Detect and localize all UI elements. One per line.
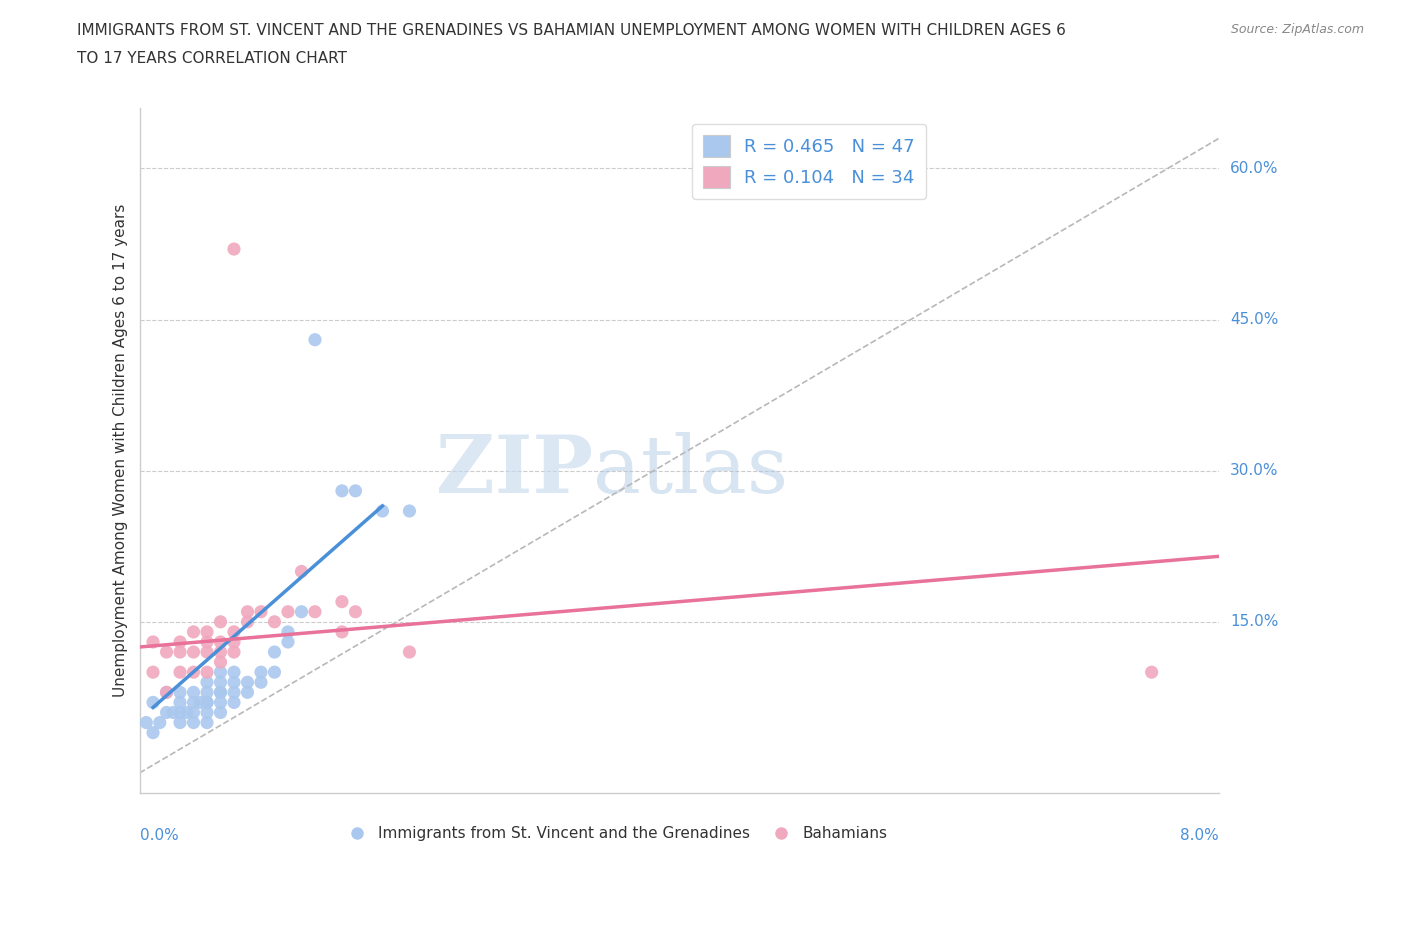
Point — [222, 624, 245, 639]
Point — [176, 705, 198, 720]
Point — [263, 665, 285, 680]
Point — [250, 675, 273, 690]
Point — [169, 705, 191, 720]
Point — [188, 695, 211, 710]
Point — [250, 604, 273, 619]
Point — [195, 695, 218, 710]
Text: 15.0%: 15.0% — [1230, 615, 1278, 630]
Point — [263, 615, 285, 630]
Text: 8.0%: 8.0% — [1181, 829, 1219, 844]
Point — [195, 675, 218, 690]
Point — [183, 684, 205, 699]
Point — [162, 705, 184, 720]
Text: 60.0%: 60.0% — [1230, 161, 1278, 176]
Point — [1140, 665, 1163, 680]
Point — [183, 705, 205, 720]
Legend: Immigrants from St. Vincent and the Grenadines, Bahamians: Immigrants from St. Vincent and the Gren… — [336, 820, 893, 847]
Point — [183, 624, 205, 639]
Point — [398, 644, 420, 659]
Point — [209, 665, 232, 680]
Point — [222, 675, 245, 690]
Text: TO 17 YEARS CORRELATION CHART: TO 17 YEARS CORRELATION CHART — [77, 51, 347, 66]
Point — [195, 634, 218, 649]
Point — [236, 684, 259, 699]
Point — [209, 684, 232, 699]
Point — [209, 634, 232, 649]
Point — [169, 715, 191, 730]
Point — [209, 675, 232, 690]
Point — [183, 644, 205, 659]
Point — [169, 695, 191, 710]
Point — [222, 634, 245, 649]
Point — [149, 715, 172, 730]
Point — [236, 615, 259, 630]
Point — [277, 634, 299, 649]
Point — [142, 695, 165, 710]
Point — [183, 715, 205, 730]
Point — [195, 684, 218, 699]
Point — [155, 684, 177, 699]
Point — [277, 624, 299, 639]
Text: ZIP: ZIP — [436, 432, 593, 510]
Point — [142, 634, 165, 649]
Text: 45.0%: 45.0% — [1230, 312, 1278, 327]
Point — [209, 644, 232, 659]
Point — [222, 684, 245, 699]
Point — [304, 604, 326, 619]
Point — [169, 684, 191, 699]
Point — [222, 695, 245, 710]
Point — [195, 705, 218, 720]
Point — [222, 665, 245, 680]
Point — [169, 644, 191, 659]
Point — [330, 594, 353, 609]
Point — [236, 675, 259, 690]
Point — [142, 665, 165, 680]
Point — [222, 242, 245, 257]
Point — [209, 615, 232, 630]
Text: IMMIGRANTS FROM ST. VINCENT AND THE GRENADINES VS BAHAMIAN UNEMPLOYMENT AMONG WO: IMMIGRANTS FROM ST. VINCENT AND THE GREN… — [77, 23, 1066, 38]
Point — [250, 665, 273, 680]
Point — [236, 604, 259, 619]
Point — [290, 604, 312, 619]
Point — [304, 332, 326, 347]
Point — [277, 604, 299, 619]
Point — [169, 634, 191, 649]
Point — [222, 644, 245, 659]
Point — [330, 484, 353, 498]
Point — [209, 695, 232, 710]
Point — [195, 644, 218, 659]
Point — [142, 725, 165, 740]
Point — [155, 705, 177, 720]
Point — [344, 604, 367, 619]
Point — [290, 564, 312, 578]
Point — [209, 655, 232, 670]
Point — [330, 624, 353, 639]
Point — [169, 665, 191, 680]
Point — [398, 503, 420, 518]
Text: 30.0%: 30.0% — [1230, 463, 1278, 478]
Point — [155, 644, 177, 659]
Point — [183, 665, 205, 680]
Point — [371, 503, 394, 518]
Point — [195, 665, 218, 680]
Point — [195, 695, 218, 710]
Point — [344, 484, 367, 498]
Point — [209, 684, 232, 699]
Point — [195, 715, 218, 730]
Point — [209, 705, 232, 720]
Point — [155, 684, 177, 699]
Point — [135, 715, 157, 730]
Text: 0.0%: 0.0% — [139, 829, 179, 844]
Point — [195, 624, 218, 639]
Text: Source: ZipAtlas.com: Source: ZipAtlas.com — [1230, 23, 1364, 36]
Y-axis label: Unemployment Among Women with Children Ages 6 to 17 years: Unemployment Among Women with Children A… — [114, 204, 128, 698]
Text: atlas: atlas — [593, 432, 789, 510]
Point — [183, 695, 205, 710]
Point — [263, 644, 285, 659]
